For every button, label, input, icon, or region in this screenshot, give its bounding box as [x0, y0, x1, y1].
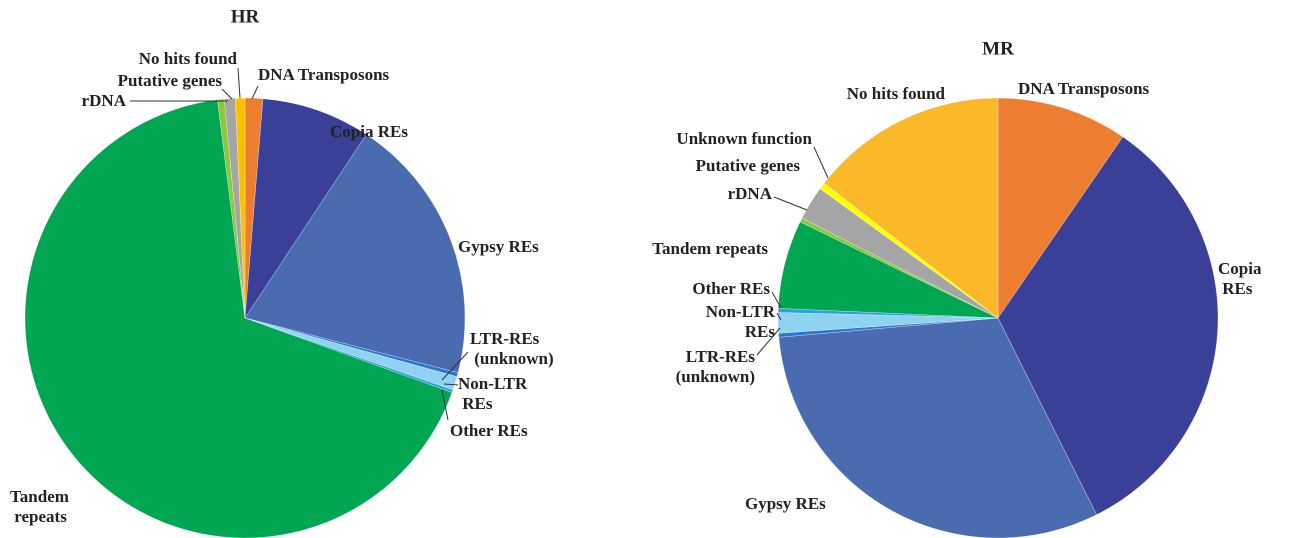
pie-slice: [778, 317, 1097, 538]
chart-title: MR: [982, 38, 1014, 59]
slice-label: rDNA: [82, 91, 127, 110]
slice-label: DNA Transposons: [258, 65, 390, 84]
slice-label: Non-LTR REs: [706, 302, 776, 341]
pie-slice: [244, 134, 466, 373]
pie-slice: [235, 97, 246, 319]
slice-label: Copia REs: [1218, 259, 1262, 298]
pie-slice: [823, 97, 999, 319]
leader-line: [237, 67, 241, 99]
leader-line: [776, 312, 782, 321]
slice-label: No hits found: [139, 49, 238, 68]
slice-label: rDNA: [728, 184, 773, 203]
leader-line: [443, 383, 459, 386]
slice-label: Copia REs: [330, 122, 408, 141]
pie-slice: [244, 98, 367, 319]
slice-label: DNA Transposons: [1018, 79, 1150, 98]
leader-line: [813, 146, 829, 179]
pie-slice: [24, 99, 453, 538]
slice-label: Tandem repeats: [652, 239, 768, 258]
slice-label: Gypsy REs: [458, 237, 539, 256]
slice-label: LTR-REs (unknown): [470, 329, 554, 368]
leader-line: [771, 291, 782, 309]
slice-label: Other REs: [692, 279, 770, 298]
slice-label: Gypsy REs: [745, 494, 826, 513]
pie-slice: [997, 97, 1124, 319]
leader-line: [251, 85, 259, 100]
leader-line: [441, 389, 449, 421]
slice-label: Putative genes: [696, 156, 801, 175]
leader-line: [221, 88, 233, 100]
slice-label: Tandem repeats: [10, 487, 69, 526]
leader-line: [756, 327, 781, 356]
slice-label: Putative genes: [118, 71, 223, 90]
pie-slice: [997, 136, 1219, 515]
chart-title: HR: [231, 6, 260, 27]
slice-label: Other REs: [450, 421, 528, 440]
slice-label: No hits found: [847, 84, 946, 103]
slice-label: LTR-REs (unknown): [671, 347, 755, 386]
slice-label: Non-LTR REs: [458, 374, 528, 413]
slice-label: Unknown function: [676, 129, 812, 148]
leader-line: [773, 196, 808, 211]
leader-line: [441, 351, 469, 381]
